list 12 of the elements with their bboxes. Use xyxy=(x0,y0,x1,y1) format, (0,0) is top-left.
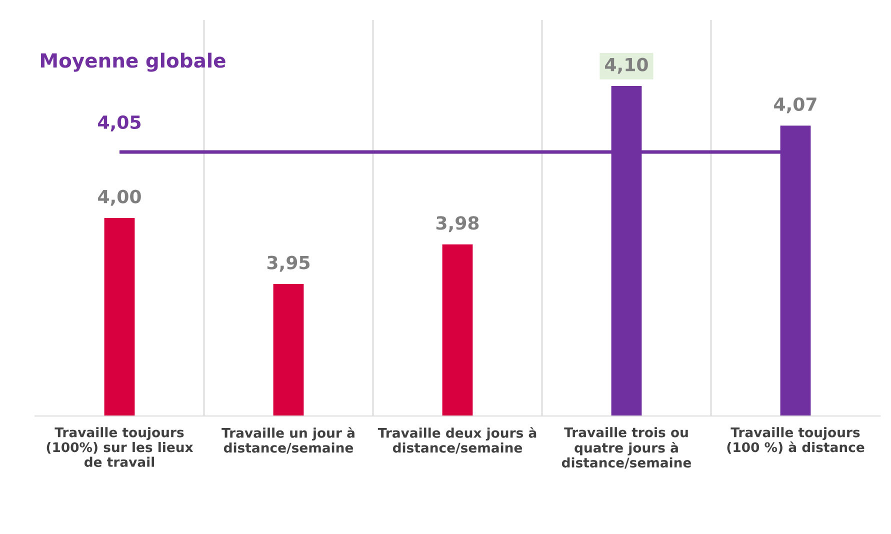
data-label: 4,07 xyxy=(774,97,816,114)
data-label: 4,00 xyxy=(98,190,141,206)
data-label: 4,10 xyxy=(605,58,648,74)
x-tick-label: Travaille trois ou quatre jours à distance/semaine xyxy=(562,427,692,469)
x-tick-label: Travaille deux jours à distance/semaine xyxy=(378,427,536,454)
ref-line-label: 4,05 xyxy=(98,115,141,132)
data-label: 3,95 xyxy=(267,256,310,272)
annotation: Moyenne globale xyxy=(41,52,226,72)
data-label: 3,98 xyxy=(436,216,479,232)
x-tick-label: Travaille toujours (100 %) à distance xyxy=(727,427,864,454)
x-tick-label: Travaille toujours (100%) sur les lieux de travail xyxy=(46,427,194,467)
x-tick-label: Travaille un jour à distance/semaine xyxy=(222,427,354,454)
